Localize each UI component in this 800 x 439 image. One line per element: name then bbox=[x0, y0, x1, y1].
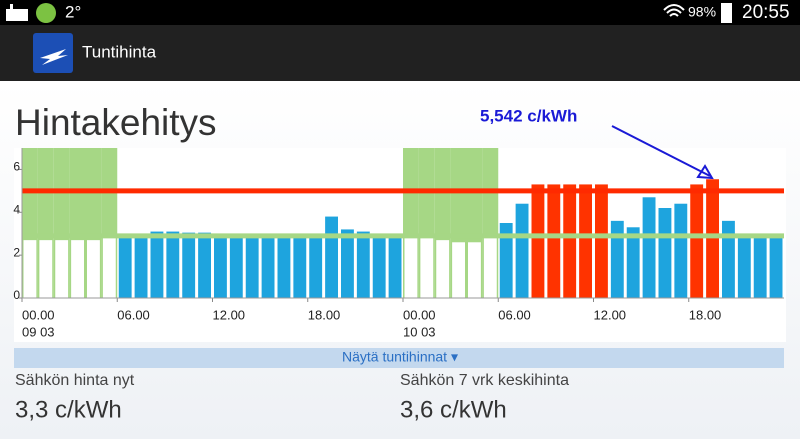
app-bar: Tuntihinta bbox=[0, 25, 800, 81]
bar bbox=[579, 184, 592, 298]
x-tick-label: 00.00 bbox=[22, 307, 55, 322]
x-tick-label: 00.00 bbox=[403, 307, 436, 322]
bar bbox=[182, 232, 196, 298]
bar bbox=[452, 242, 465, 298]
bar bbox=[706, 179, 719, 298]
bar bbox=[309, 233, 323, 298]
x-tick-label: 12.00 bbox=[594, 307, 627, 322]
bar bbox=[166, 231, 180, 298]
bar bbox=[499, 223, 513, 298]
bar bbox=[658, 208, 672, 298]
bar bbox=[293, 233, 307, 298]
bar bbox=[341, 229, 354, 298]
bar bbox=[769, 238, 783, 298]
stat-value: 3,6 c/kWh bbox=[400, 396, 507, 423]
temperature: 2° bbox=[65, 2, 81, 21]
bar bbox=[595, 184, 608, 298]
wifi-icon bbox=[663, 4, 685, 17]
y-tick-label: 2 bbox=[13, 245, 20, 259]
annotation-arrow bbox=[611, 125, 711, 177]
bar bbox=[737, 235, 751, 298]
x-tick-label: 06.00 bbox=[117, 307, 150, 322]
bar bbox=[71, 240, 84, 298]
bar bbox=[690, 184, 704, 298]
notification-icon bbox=[6, 9, 28, 21]
bar bbox=[753, 238, 767, 298]
app-logo[interactable] bbox=[33, 33, 73, 73]
x-tick-label: 18.00 bbox=[308, 307, 341, 322]
bar bbox=[722, 220, 735, 298]
bar bbox=[531, 184, 545, 298]
bar bbox=[134, 233, 148, 298]
stat-label: Sähkön hinta nyt bbox=[15, 372, 135, 389]
bar bbox=[674, 203, 688, 298]
bar bbox=[515, 203, 529, 298]
stat-label: Sähkön 7 vrk keskihinta bbox=[400, 372, 569, 389]
bar bbox=[102, 238, 116, 298]
bar bbox=[626, 227, 640, 298]
bar bbox=[356, 231, 370, 298]
bar bbox=[563, 184, 577, 298]
bar bbox=[198, 232, 211, 298]
bar bbox=[214, 233, 227, 298]
status-icons: 2° 98% 20:55 bbox=[6, 2, 790, 23]
x-tick-label: 18.00 bbox=[689, 307, 722, 322]
battery-icon bbox=[721, 3, 732, 23]
bar bbox=[39, 240, 53, 298]
bar bbox=[468, 242, 481, 298]
app-title: Tuntihinta bbox=[82, 42, 157, 61]
bar bbox=[245, 233, 259, 298]
chart: 00.00 09 03 06.00 12.00 18.00 00.00 10 03 06.00… bbox=[13, 148, 784, 339]
bar bbox=[325, 216, 338, 298]
bar bbox=[55, 240, 69, 298]
y-tick-label: 0 bbox=[13, 288, 20, 302]
toggle-bar[interactable] bbox=[14, 348, 784, 368]
app-bar-graphics: Tuntihinta bbox=[33, 33, 157, 73]
x-date-label: 10 03 bbox=[403, 324, 436, 339]
bar bbox=[150, 231, 164, 298]
x-tick-label: 12.00 bbox=[213, 307, 246, 322]
bar bbox=[642, 197, 656, 298]
x-tick-label: 06.00 bbox=[498, 307, 531, 322]
bar bbox=[483, 238, 497, 298]
battery-level: 98% bbox=[688, 4, 716, 20]
bar bbox=[23, 240, 37, 298]
clock: 20:55 bbox=[742, 2, 790, 23]
bar bbox=[436, 240, 450, 298]
y-tick-label: 6 bbox=[13, 160, 20, 174]
x-date-label: 09 03 bbox=[22, 324, 55, 339]
app-icon bbox=[36, 3, 56, 23]
toggle-text[interactable]: Näytä tuntihinnat ▾ bbox=[342, 349, 458, 365]
page-title: Hintakehitys bbox=[15, 102, 217, 143]
bar bbox=[261, 234, 275, 298]
y-tick-label: 4 bbox=[13, 202, 20, 216]
app-logo-mark bbox=[40, 49, 68, 65]
bar bbox=[420, 238, 434, 298]
bar bbox=[388, 235, 402, 298]
bar bbox=[547, 184, 561, 298]
bar bbox=[277, 234, 291, 298]
bar bbox=[372, 233, 386, 298]
stat-value: 3,3 c/kWh bbox=[15, 396, 122, 423]
content: Hintakehitys 00.00 09 03 06.00 12.00 18.00 00… bbox=[0, 81, 800, 439]
bar bbox=[87, 240, 100, 298]
bar bbox=[229, 233, 243, 298]
annotation: 5,542 c/kWh bbox=[480, 106, 577, 125]
bar bbox=[118, 235, 132, 298]
notification-icon bbox=[10, 4, 13, 10]
annotation-arrowhead bbox=[696, 164, 714, 180]
status-bar: 2° 98% 20:55 bbox=[0, 0, 800, 25]
bar bbox=[610, 220, 624, 298]
bar bbox=[404, 235, 418, 298]
